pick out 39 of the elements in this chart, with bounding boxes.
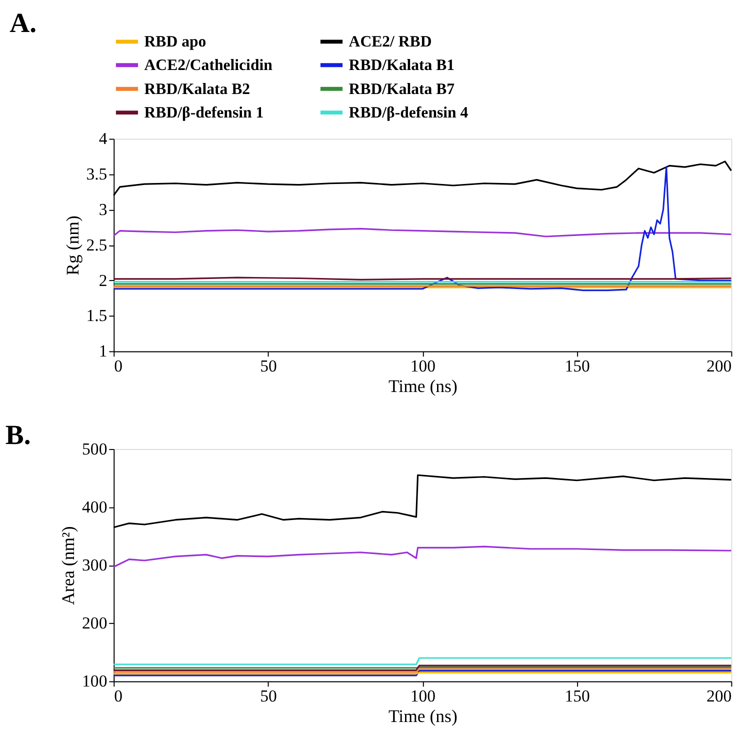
x-tick-label: 200 — [706, 686, 732, 706]
y-tick-label: 500 — [82, 439, 108, 458]
x-axis-title: Time (ns) — [388, 706, 458, 726]
x-tick-label: 50 — [260, 356, 277, 376]
y-tick-label: 3.5 — [86, 164, 108, 184]
x-tick-label: 200 — [706, 356, 732, 376]
y-axis-title: Rg (nm) — [62, 216, 82, 276]
y-tick-label: 200 — [82, 614, 108, 633]
legend-label: RBD/β-defensin 4 — [348, 104, 468, 122]
legend-label: RBD/Kalata B7 — [348, 80, 455, 98]
x-tick-label: 50 — [260, 686, 277, 706]
line-series — [112, 228, 732, 238]
line-series — [112, 546, 732, 568]
y-axis-title: Area (nm²) — [58, 526, 78, 606]
x-tick-label: 0 — [114, 686, 123, 706]
y-tick-label: 100 — [82, 672, 108, 691]
y-tick-label: 300 — [82, 556, 108, 575]
legend-label: RBD apo — [144, 34, 206, 51]
line-series — [112, 166, 732, 292]
y-tick-label: 4 — [98, 129, 108, 148]
y-tick-label: 2.5 — [86, 235, 108, 254]
legend-label: ACE2/ RBD — [348, 34, 432, 51]
x-axis-title: Time (ns) — [388, 376, 458, 396]
x-tick-label: 0 — [114, 356, 123, 376]
y-tick-label: 2 — [98, 270, 108, 290]
legend-label: RBD/Kalata B2 — [144, 80, 250, 98]
legend-label: RBD/β-defensin 1 — [144, 104, 264, 122]
legend-label: ACE2/Cathelicidin — [144, 57, 273, 74]
x-tick-label: 100 — [410, 356, 436, 376]
x-tick-label: 150 — [564, 356, 590, 376]
y-tick-label: 400 — [82, 498, 108, 517]
legend-label: RBD/Kalata B1 — [348, 57, 455, 74]
x-tick-label: 150 — [564, 686, 590, 706]
y-tick-label: 3 — [98, 200, 108, 220]
x-tick-label: 100 — [410, 686, 436, 706]
chart-title: B. — [5, 419, 31, 450]
y-tick-label: 1 — [98, 342, 108, 361]
chart-title: A. — [10, 7, 37, 38]
y-tick-label: 1.5 — [86, 306, 108, 326]
